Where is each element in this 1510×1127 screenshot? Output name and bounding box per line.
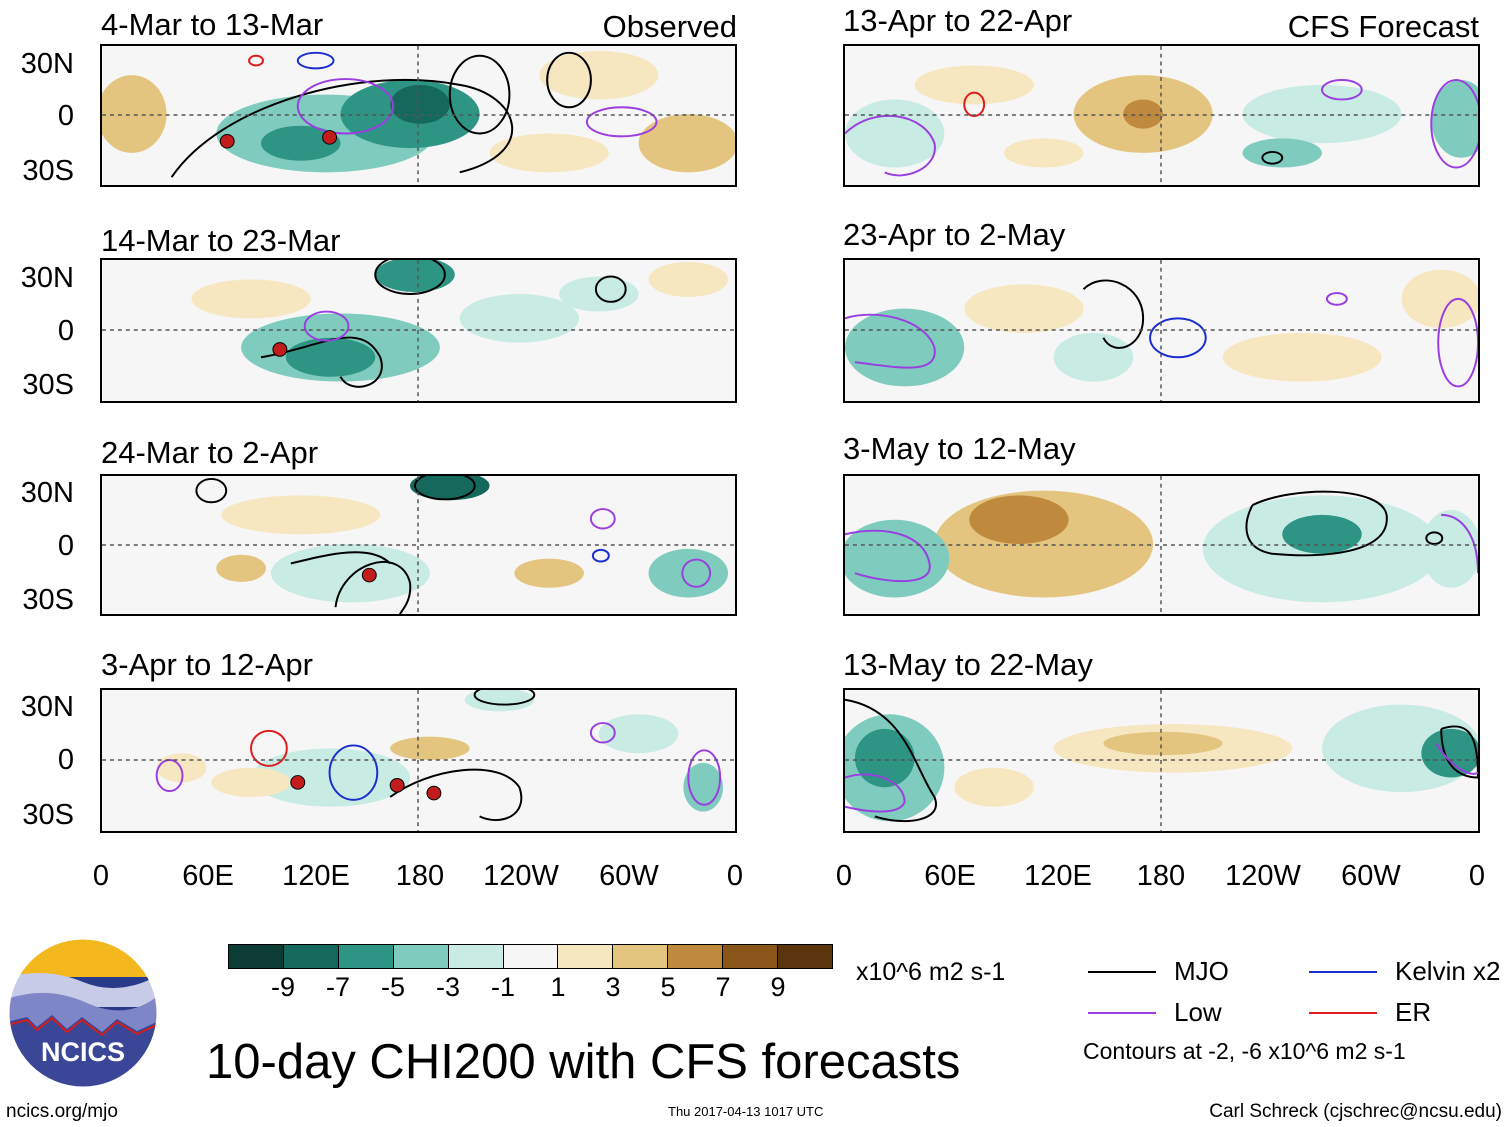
colorbar-tick-label: -7 xyxy=(325,972,350,1002)
lat-label-30s: 30S xyxy=(22,369,74,401)
panel-title-8: 13-May to 22-May xyxy=(843,647,1093,682)
lon-label-120w: 120W xyxy=(1225,860,1301,892)
map-panel-5 xyxy=(843,44,1480,187)
colorbar-tick-label: -5 xyxy=(380,972,405,1002)
lat-label-eq: 0 xyxy=(57,315,74,347)
legend-kelvin-line xyxy=(1309,970,1377,973)
lat-label-30n: 30N xyxy=(20,48,74,80)
colorbar-swatch xyxy=(503,945,559,968)
ncics-logo: NCICS xyxy=(7,937,159,1089)
colorbar-swatch xyxy=(338,945,394,968)
colorbar-units: x10^6 m2 s-1 xyxy=(856,958,1006,986)
colorbar-tick-label: 9 xyxy=(770,972,786,1002)
lat-label-eq: 0 xyxy=(57,100,74,132)
main-title: 10-day CHI200 with CFS forecasts xyxy=(206,1035,961,1089)
panel-label-observed: Observed xyxy=(602,9,737,44)
lon-label-60e: 60E xyxy=(924,860,976,892)
panel-title-5: 13-Apr to 22-Apr xyxy=(843,3,1073,38)
legend-mjo-line xyxy=(1088,970,1156,973)
footer-url[interactable]: ncics.org/mjo xyxy=(6,1101,118,1122)
legend-er-line xyxy=(1309,1011,1377,1014)
lon-label-60e: 60E xyxy=(182,860,234,892)
colorbar-tick-label: -3 xyxy=(435,972,460,1002)
colorbar-swatch xyxy=(668,945,724,968)
lat-label-30s: 30S xyxy=(22,584,74,616)
colorbar-swatch xyxy=(283,945,339,968)
legend-mjo: MJO xyxy=(1088,956,1229,987)
colorbar-tick-label: 5 xyxy=(660,972,676,1002)
colorbar-swatch xyxy=(723,945,779,968)
colorbar-swatch xyxy=(448,945,504,968)
panel-label-cfs-forecast: CFS Forecast xyxy=(1287,9,1479,44)
map-panel-7 xyxy=(843,474,1480,616)
colorbar-tick-label: -9 xyxy=(270,972,295,1002)
colorbar-swatch xyxy=(613,945,669,968)
map-panel-3 xyxy=(100,474,737,616)
legend-low-label: Low xyxy=(1174,997,1222,1027)
map-panel-8 xyxy=(843,688,1480,833)
colorbar-swatch xyxy=(778,945,832,968)
lon-label-60w: 60W xyxy=(599,860,659,892)
lon-label-0: 0 xyxy=(92,860,110,892)
legend-kelvin: Kelvin x2 xyxy=(1309,956,1501,987)
colorbar-tick-label: 1 xyxy=(550,972,566,1002)
colorbar-swatch xyxy=(393,945,449,968)
legend-kelvin-label: Kelvin x2 xyxy=(1395,956,1501,986)
lon-label-60w: 60W xyxy=(1341,860,1401,892)
lat-label-eq: 0 xyxy=(57,744,74,776)
panel-title-7: 3-May to 12-May xyxy=(843,431,1076,466)
lon-label-180: 180 xyxy=(1136,860,1186,892)
map-panel-4 xyxy=(100,688,737,833)
lat-label-30n: 30N xyxy=(20,477,74,509)
map-panel-6 xyxy=(843,258,1480,403)
lat-label-eq: 0 xyxy=(57,530,74,562)
lat-label-30n: 30N xyxy=(20,262,74,294)
colorbar-tick-label: 3 xyxy=(605,972,621,1002)
legend-low-line xyxy=(1088,1011,1156,1014)
footer-timestamp: Thu 2017-04-13 1017 UTC xyxy=(668,1104,824,1119)
panel-title-6: 23-Apr to 2-May xyxy=(843,217,1066,252)
lon-label-0-east: 0 xyxy=(726,860,744,892)
lon-label-120w: 120W xyxy=(483,860,559,892)
lon-label-0: 0 xyxy=(835,860,853,892)
legend-low: Low xyxy=(1088,997,1222,1028)
colorbar-swatch xyxy=(229,945,284,968)
lon-label-180: 180 xyxy=(395,860,445,892)
logo-text: NCICS xyxy=(40,1037,125,1067)
panel-title-3: 24-Mar to 2-Apr xyxy=(101,435,319,470)
panel-title-1: 4-Mar to 13-Mar xyxy=(101,7,324,42)
lon-label-120e: 120E xyxy=(282,860,350,892)
lon-label-120e: 120E xyxy=(1024,860,1092,892)
footer-author: Carl Schreck (cjschrec@ncsu.edu) xyxy=(1209,1101,1502,1122)
legend-mjo-label: MJO xyxy=(1174,956,1229,986)
legend-er: ER xyxy=(1309,997,1431,1028)
lon-label-0-east: 0 xyxy=(1468,860,1486,892)
colorbar xyxy=(228,944,833,969)
colorbar-tick-label: -1 xyxy=(490,972,515,1002)
legend-er-label: ER xyxy=(1395,997,1432,1027)
lat-label-30s: 30S xyxy=(22,155,74,187)
map-panel-1 xyxy=(100,44,737,187)
panel-title-4: 3-Apr to 12-Apr xyxy=(101,647,313,682)
colorbar-swatch xyxy=(558,945,614,968)
colorbar-tick-label: 7 xyxy=(715,972,731,1002)
lat-label-30n: 30N xyxy=(20,691,74,723)
map-panel-2 xyxy=(100,258,737,403)
lat-label-30s: 30S xyxy=(22,799,74,831)
panel-title-2: 14-Mar to 23-Mar xyxy=(101,223,341,258)
contour-note: Contours at -2, -6 x10^6 m2 s-1 xyxy=(1083,1038,1406,1064)
